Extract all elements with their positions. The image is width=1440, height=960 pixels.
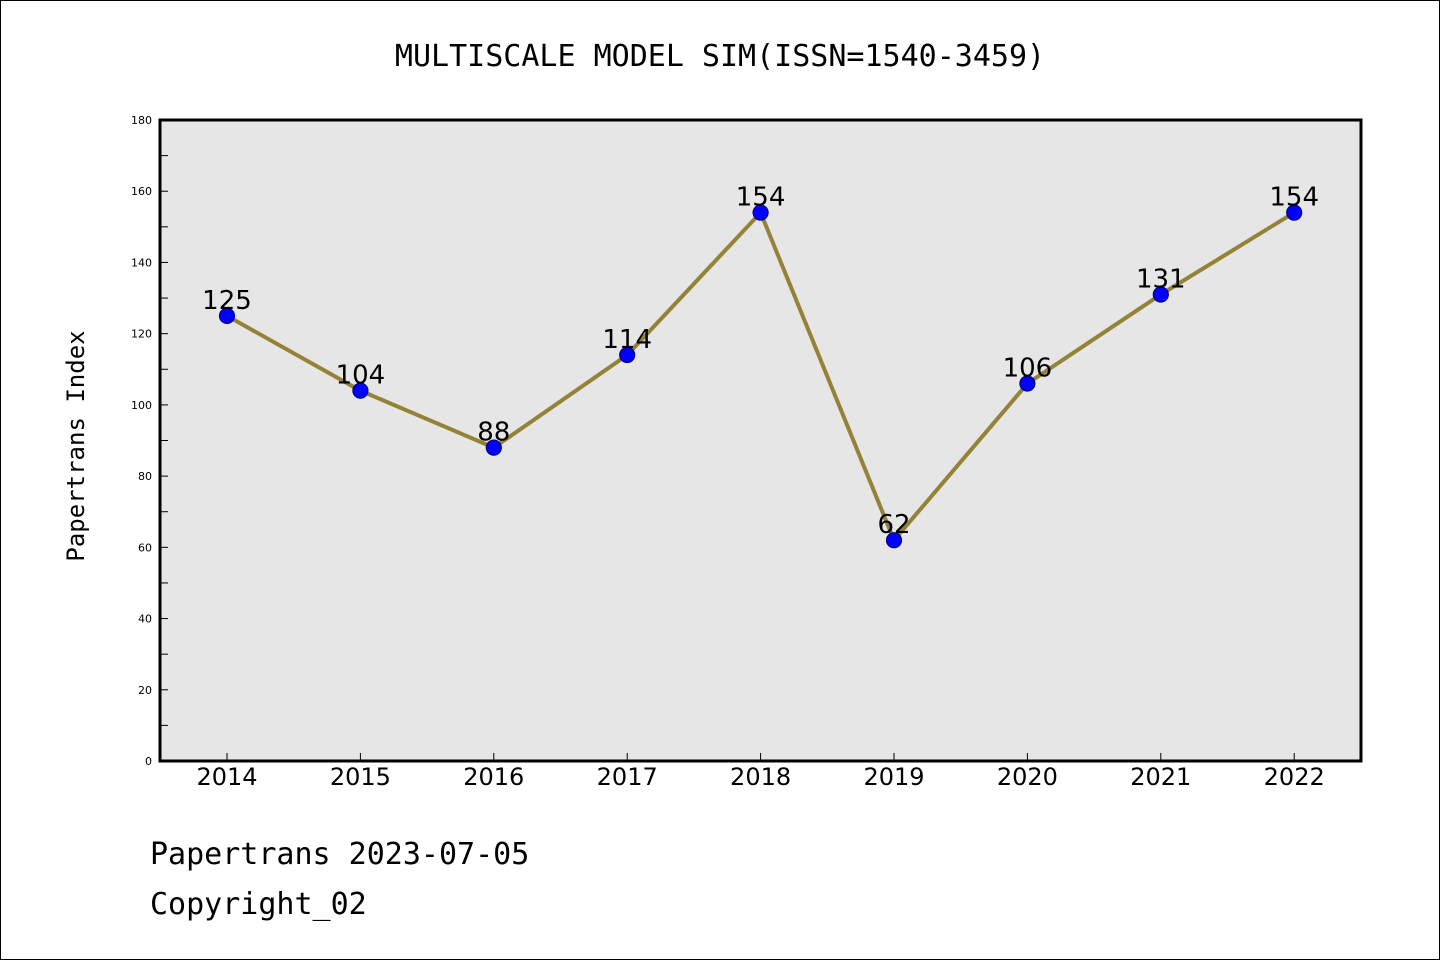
y-tick-label: 160 bbox=[131, 185, 152, 198]
data-label: 154 bbox=[736, 183, 786, 213]
chart-title: MULTISCALE MODEL SIM(ISSN=1540-3459) bbox=[395, 39, 1045, 74]
series-layer bbox=[218, 204, 1303, 549]
x-tick-label: 2015 bbox=[330, 763, 391, 791]
data-point bbox=[352, 382, 369, 399]
data-point bbox=[619, 346, 636, 364]
data-point bbox=[485, 439, 502, 456]
x-tick-label: 2016 bbox=[463, 763, 524, 791]
data-point bbox=[1019, 375, 1036, 392]
data-point bbox=[1152, 286, 1169, 303]
x-tick-label: 2022 bbox=[1264, 763, 1325, 791]
y-tick-label: 20 bbox=[138, 684, 152, 697]
footer-date-text: Papertrans 2023-07-05 bbox=[150, 837, 529, 872]
y-tick-label: 140 bbox=[131, 256, 152, 269]
data-label: 131 bbox=[1136, 264, 1186, 294]
data-point bbox=[885, 532, 903, 549]
plot-area bbox=[160, 120, 1361, 761]
plot-border bbox=[158, 118, 1363, 763]
y-tick-label: 80 bbox=[138, 470, 152, 483]
data-label: 154 bbox=[1269, 183, 1319, 213]
y-tick-label: 120 bbox=[131, 328, 152, 341]
data-point bbox=[218, 307, 236, 324]
x-tick-label: 2020 bbox=[997, 763, 1058, 791]
data-point bbox=[1286, 204, 1303, 221]
data-label: 106 bbox=[1003, 354, 1053, 384]
data-label: 114 bbox=[602, 325, 652, 355]
x-axis: 2014 2015 2016 2017 2018 2019 2020 2021 2022 bbox=[196, 753, 1325, 791]
y-tick-label: 0 bbox=[145, 755, 152, 768]
data-label: 88 bbox=[477, 418, 510, 448]
x-tick-label: 2014 bbox=[196, 763, 257, 791]
footer-copyright-text: Copyright_02 bbox=[150, 887, 367, 922]
data-label: 62 bbox=[877, 510, 910, 540]
y-tick-label: 180 bbox=[131, 114, 152, 127]
data-label: 125 bbox=[202, 286, 252, 316]
y-tick-label: 60 bbox=[138, 541, 152, 554]
data-label: 104 bbox=[336, 361, 386, 391]
x-tick-label: 2021 bbox=[1130, 763, 1191, 791]
data-point bbox=[752, 204, 769, 221]
y-tick-label: 100 bbox=[131, 399, 152, 412]
y-axis-label: Papertrans Index bbox=[62, 330, 90, 561]
x-tick-label: 2017 bbox=[597, 763, 658, 791]
data-labels: 125 104 88 114 154 62 106 131 154 bbox=[202, 183, 1319, 541]
x-tick-label: 2018 bbox=[730, 763, 791, 791]
x-tick-label: 2019 bbox=[863, 763, 924, 791]
y-tick-label: 40 bbox=[138, 613, 152, 626]
